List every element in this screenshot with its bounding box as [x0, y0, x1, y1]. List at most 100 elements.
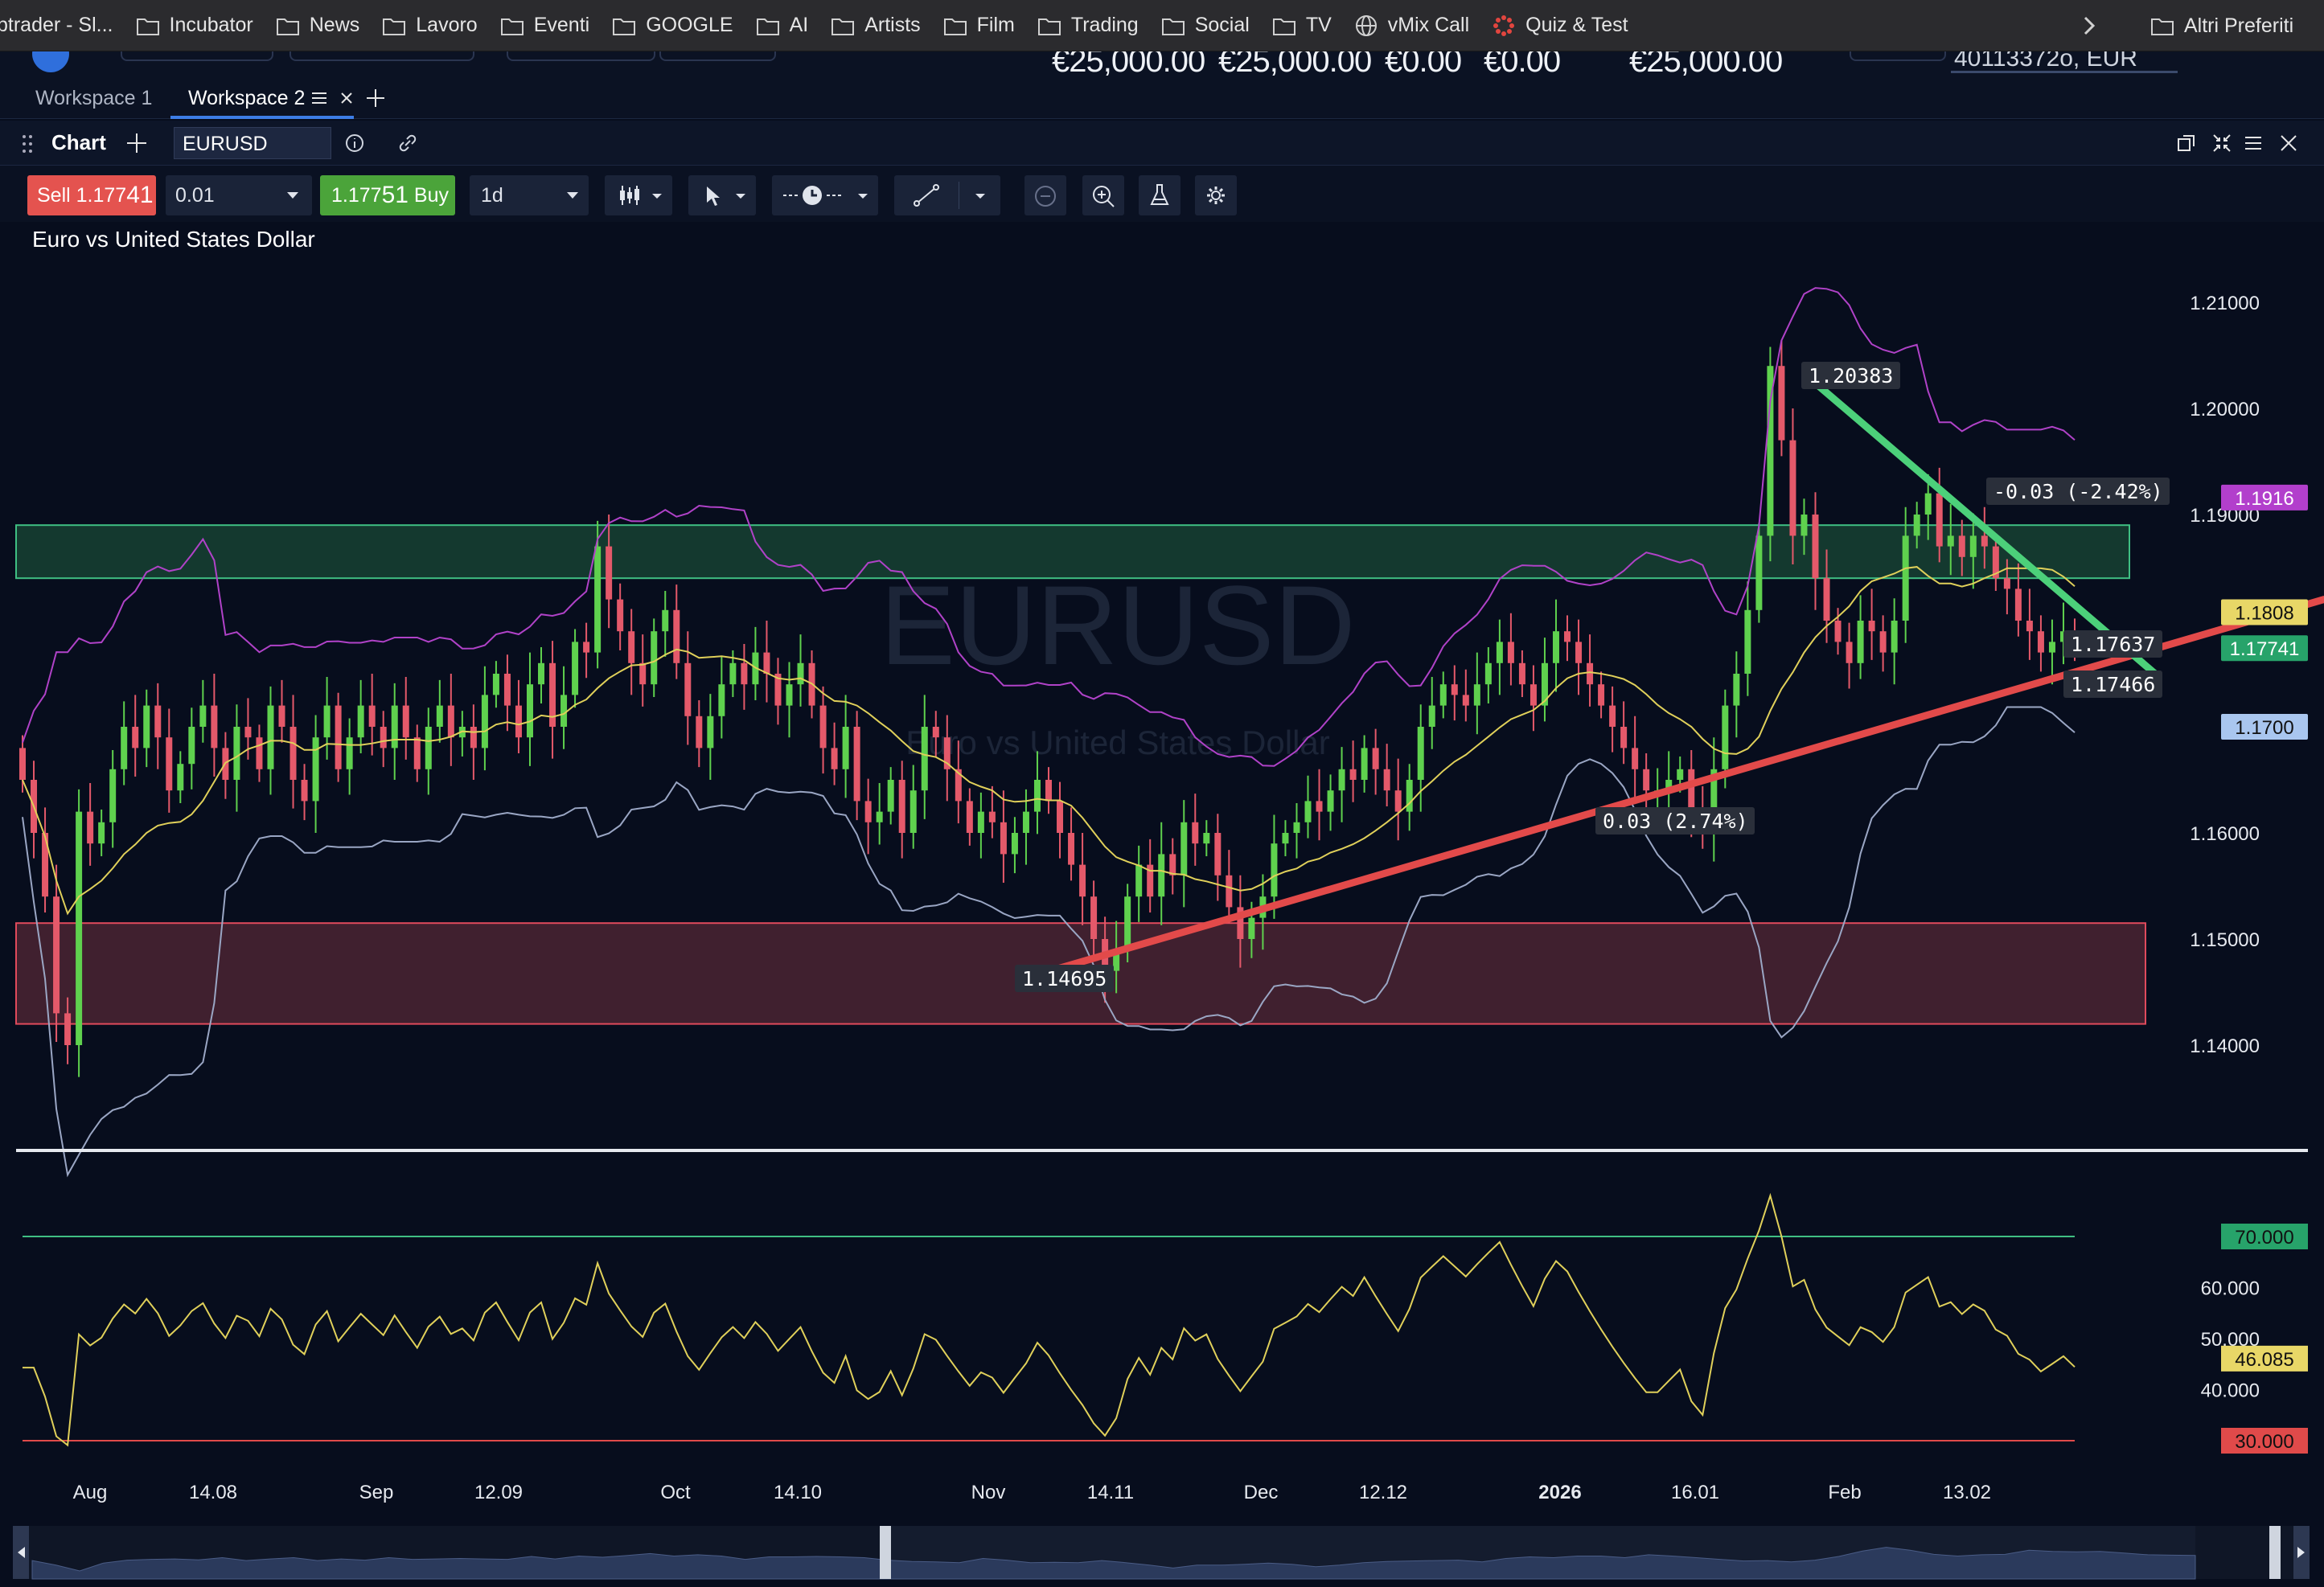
- candle-body: [391, 705, 398, 748]
- candle-body: [1248, 917, 1255, 939]
- candle-body: [1147, 864, 1154, 897]
- bookmark-vmix-call[interactable]: vMix Call: [1343, 0, 1480, 51]
- candle-body: [921, 727, 928, 791]
- menu-icon[interactable]: [2244, 133, 2263, 153]
- candle-body: [1304, 801, 1312, 822]
- candle-body: [526, 684, 533, 738]
- candle-body: [1541, 662, 1548, 706]
- trend-down-from-label-bg: [1801, 362, 1900, 389]
- bookmark-trading[interactable]: Trading: [1026, 0, 1150, 51]
- zoom-out-button[interactable]: [1024, 175, 1066, 215]
- rsi-line: [23, 1192, 2076, 1447]
- bookmark-quiz-test[interactable]: Quiz & Test: [1480, 0, 1639, 51]
- candle-body: [696, 716, 703, 748]
- menu-icon[interactable]: [310, 89, 328, 107]
- chart-area[interactable]: Euro vs United States Dollar EURUSD Euro …: [0, 222, 2324, 1587]
- active-tab-indicator: [170, 116, 354, 119]
- candle-body: [346, 737, 353, 769]
- trendline-up: [1017, 596, 2324, 983]
- candle-body: [1192, 822, 1199, 844]
- candle-body: [1868, 621, 1875, 632]
- folder-icon: [276, 18, 299, 35]
- candle-body: [1451, 684, 1458, 695]
- tab-workspace-1[interactable]: Workspace 1: [35, 87, 153, 109]
- link-icon[interactable]: [397, 133, 418, 154]
- symbol-input[interactable]: EURUSD: [174, 127, 331, 159]
- bookmark-social[interactable]: Social: [1150, 0, 1261, 51]
- bookmark-incubator[interactable]: Incubator: [125, 0, 265, 51]
- bookmark-tv[interactable]: TV: [1261, 0, 1343, 51]
- collapse-icon[interactable]: [2211, 133, 2232, 154]
- bookmark-film[interactable]: Film: [932, 0, 1026, 51]
- folder-icon: [1272, 18, 1295, 35]
- candle-body: [1722, 705, 1729, 769]
- candles: [19, 340, 2078, 1077]
- info-icon[interactable]: [344, 133, 365, 154]
- bookmark-artists[interactable]: Artists: [819, 0, 931, 51]
- bookmark-lavoro[interactable]: Lavoro: [371, 0, 488, 51]
- sell-button[interactable]: Sell 1.177 41: [27, 175, 156, 215]
- quantity-select[interactable]: 0.01: [166, 175, 312, 215]
- indicators-button[interactable]: [1139, 175, 1180, 215]
- candle-body: [1316, 801, 1323, 812]
- balance-2: €25,000.00: [1218, 51, 1372, 77]
- timeframe-select[interactable]: 1d: [470, 175, 589, 215]
- candle-body: [357, 705, 364, 738]
- navigator-range-handle[interactable]: [880, 1526, 891, 1579]
- chevron-right-icon[interactable]: [2075, 11, 2104, 40]
- bookmark-other[interactable]: Altri Preferiti: [2139, 0, 2305, 51]
- bookmark-eventi[interactable]: Eventi: [489, 0, 601, 51]
- candle-body: [1936, 493, 1943, 547]
- candle-body: [1439, 684, 1447, 706]
- price-chart[interactable]: EURUSD Euro vs United States Dollar 1.1469…: [0, 222, 2324, 1587]
- candle-body: [707, 716, 714, 748]
- candle-body: [1744, 609, 1751, 674]
- candle-body: [988, 811, 996, 822]
- x-tick-label: Feb: [1828, 1482, 1861, 1503]
- chart-type-button[interactable]: [605, 175, 672, 215]
- zoom-in-button[interactable]: [1082, 175, 1124, 215]
- bookmark-ai[interactable]: AI: [745, 0, 820, 51]
- bookmark-list: Incubator News Lavoro Eventi GOOGLE AI Artists…: [125, 0, 1640, 51]
- y-tick-label: 1.15000: [2190, 929, 2260, 951]
- time-tool-button[interactable]: [772, 175, 878, 215]
- candle-body: [763, 652, 770, 674]
- candle-body: [729, 662, 737, 685]
- candle-body: [1068, 833, 1075, 865]
- account-underline: [1951, 71, 2178, 73]
- drag-handle-icon[interactable]: [21, 133, 34, 154]
- add-chart-icon[interactable]: [125, 132, 148, 154]
- candle-body: [1598, 684, 1605, 706]
- flask-icon: [1150, 184, 1169, 205]
- candle-body: [1913, 515, 1920, 536]
- trend-down-from-label: 1.20383: [1809, 364, 1893, 388]
- close-panel-icon[interactable]: [2279, 133, 2298, 153]
- price-tag-bg: [2221, 714, 2308, 740]
- settings-button[interactable]: [1195, 175, 1237, 215]
- candle-body: [2037, 631, 2044, 653]
- candle-body: [639, 662, 647, 685]
- close-tab-icon[interactable]: [339, 91, 354, 105]
- account-selector[interactable]: 40113372o, EUR: [1954, 51, 2137, 72]
- y-tick-label: 1.20000: [2190, 399, 2260, 420]
- popout-icon[interactable]: [2176, 133, 2197, 154]
- buy-button[interactable]: 1.177 51 Buy: [320, 175, 455, 215]
- candle-body: [1552, 631, 1559, 663]
- x-tick-label: Sep: [359, 1482, 394, 1503]
- x-tick-label: Oct: [660, 1482, 691, 1503]
- zoom-in-icon: [1093, 186, 1115, 207]
- folder-icon: [943, 18, 967, 35]
- candle-body: [301, 780, 308, 802]
- draw-tool-button[interactable]: [894, 175, 1000, 215]
- cursor-tool-button[interactable]: [688, 175, 756, 215]
- navigator-range-handle[interactable]: [2269, 1526, 2281, 1579]
- candle-body: [1665, 780, 1673, 791]
- trend-up-change-label-bg: [1595, 807, 1755, 835]
- bookmark-google[interactable]: GOOGLE: [601, 0, 744, 51]
- bookmark-news[interactable]: News: [265, 0, 372, 51]
- browser-tab-fragment[interactable]: ptrader - Sl...: [0, 14, 113, 36]
- add-workspace-icon[interactable]: [365, 88, 386, 109]
- rsi-level-label: 60.000: [2201, 1278, 2260, 1300]
- tab-workspace-2[interactable]: Workspace 2: [188, 87, 306, 109]
- candle-body: [1135, 864, 1143, 897]
